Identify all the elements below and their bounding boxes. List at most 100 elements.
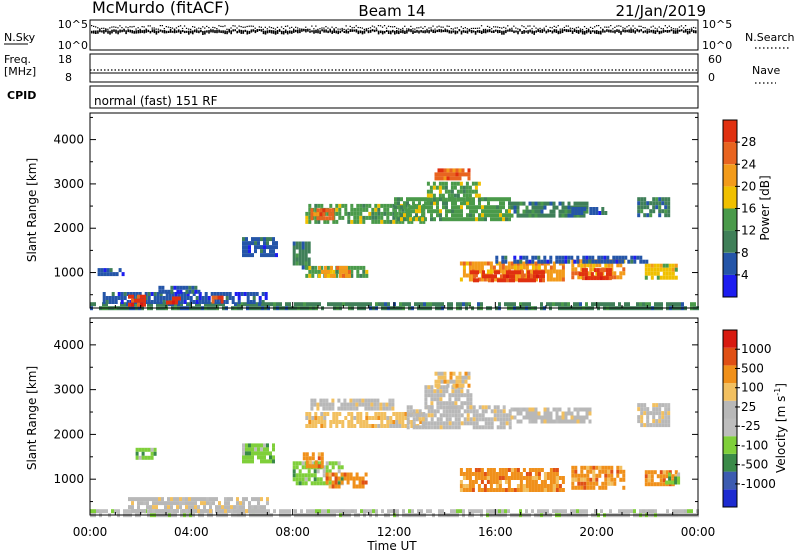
heat-cell <box>490 425 494 430</box>
heat-cell <box>359 211 363 216</box>
colorbar-block <box>723 274 737 297</box>
heat-cell <box>681 302 684 307</box>
nsky-bar <box>280 30 283 35</box>
heat-cell <box>678 302 681 307</box>
nsky-dot <box>454 27 456 29</box>
heat-cell <box>452 168 456 173</box>
heat-cell <box>644 263 648 268</box>
heat-cell <box>180 300 184 304</box>
heat-cell <box>380 412 384 416</box>
heat-cell <box>486 472 490 476</box>
heat-cell <box>468 193 472 198</box>
nsky-bar <box>125 30 127 35</box>
heat-cell <box>455 168 459 173</box>
nsky-dot <box>367 27 369 30</box>
nsky-bar <box>491 30 493 33</box>
heat-cell <box>421 413 425 418</box>
nsky-dot <box>684 25 687 27</box>
nsky-dot <box>493 26 495 28</box>
heat-cell <box>161 501 164 506</box>
nsky-dot <box>547 29 549 31</box>
nsky-bar <box>224 30 226 35</box>
heat-cell <box>443 172 447 177</box>
heat-cell <box>337 398 341 403</box>
heat-cell <box>489 265 493 270</box>
heat-cell <box>469 209 472 214</box>
heat-cell <box>486 468 490 472</box>
heat-cell <box>504 259 508 264</box>
y-tick-label: 1000 <box>53 266 84 280</box>
nsky-bar <box>151 29 154 33</box>
heat-cell <box>135 447 139 452</box>
heat-cell <box>263 459 266 464</box>
heat-cell <box>472 213 475 218</box>
heat-cell <box>555 205 559 210</box>
heat-cell <box>365 416 369 420</box>
heat-cell <box>430 217 433 222</box>
heat-cell <box>129 292 133 296</box>
heat-cell <box>492 277 496 282</box>
heat-cell <box>558 209 562 214</box>
heat-cell <box>328 476 332 481</box>
heat-cell <box>251 241 254 246</box>
nsky-dot <box>400 28 402 31</box>
heat-cell <box>331 461 335 466</box>
nsky-bar <box>248 30 251 34</box>
nsky-dot <box>464 27 466 29</box>
heat-cell <box>266 241 269 246</box>
heat-cell <box>427 409 431 414</box>
heat-cell <box>325 398 329 403</box>
heat-cell <box>126 300 130 304</box>
heat-cell <box>144 447 148 452</box>
heat-cell <box>655 197 659 202</box>
heat-cell <box>510 213 514 218</box>
heat-cell <box>589 481 593 486</box>
heat-cell <box>465 302 468 307</box>
heat-cell <box>324 273 327 278</box>
heat-cell <box>371 219 375 224</box>
heat-cell <box>322 465 326 470</box>
heat-cell <box>310 208 314 213</box>
colorbar-tick-label: -1000 <box>741 477 776 491</box>
heat-cell <box>434 371 438 376</box>
nsky-dot <box>327 27 329 29</box>
nsky-bar <box>157 30 160 34</box>
heat-cell <box>322 406 326 411</box>
heat-cell <box>135 455 139 460</box>
heat-cell <box>197 509 200 514</box>
heat-cell <box>257 447 260 452</box>
heat-cell <box>468 261 472 266</box>
nsky-dot <box>664 25 666 27</box>
heat-cell <box>607 481 611 486</box>
heat-cell <box>543 480 547 484</box>
heat-cell <box>307 249 311 254</box>
heat-cell <box>561 273 565 278</box>
heat-cell <box>497 270 500 275</box>
heat-cell <box>470 270 473 275</box>
heat-cell <box>392 211 396 216</box>
heat-cell <box>583 477 587 482</box>
nsky-bar <box>396 30 398 34</box>
nsky-bar <box>488 29 491 33</box>
heat-cell <box>656 474 660 479</box>
heat-cell <box>421 197 424 202</box>
heat-cell <box>592 473 596 478</box>
heat-cell <box>671 263 675 268</box>
heat-cell <box>436 205 439 210</box>
nsky-bar <box>422 30 424 34</box>
heat-cell <box>558 269 562 274</box>
heat-cell <box>320 452 324 457</box>
heat-cell <box>457 413 461 418</box>
nsky-bar <box>531 30 533 34</box>
nsky-bar <box>133 30 135 34</box>
heat-cell <box>317 464 321 469</box>
nsky-dot <box>286 25 289 27</box>
heat-cell <box>177 292 181 296</box>
nsky-dot <box>541 28 543 31</box>
heat-cell <box>430 417 434 422</box>
heat-cell <box>342 509 345 514</box>
heat-cell <box>415 425 419 430</box>
heat-cell <box>448 209 451 214</box>
heat-cell <box>604 469 608 474</box>
nsky-dot <box>371 25 374 27</box>
